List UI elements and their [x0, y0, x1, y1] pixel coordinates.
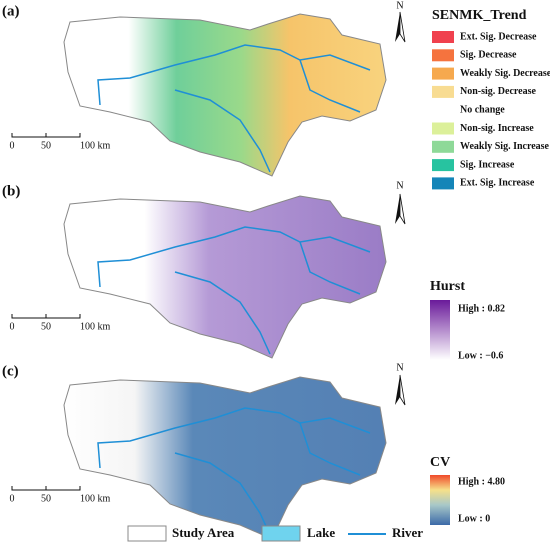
legend-label: Sig. Increase: [460, 159, 515, 170]
scale-bars: 0 50 100 km 0 50 100 km 0 50 100 km: [10, 133, 111, 504]
panel-label: (c): [2, 363, 19, 379]
legend-swatch: [432, 49, 454, 62]
scale-label: 50: [41, 140, 51, 151]
legend-label: Sig. Decrease: [460, 50, 517, 61]
panel-label: (b): [2, 183, 20, 199]
scale-label: 0: [10, 493, 15, 504]
legend-swatch: [432, 104, 454, 117]
ramp-high: High : 0.82: [458, 303, 505, 314]
legend-swatch: [432, 85, 454, 98]
scale-label: 0: [10, 321, 15, 332]
scale-label: 100 km: [80, 140, 111, 151]
north-label: N: [396, 180, 403, 191]
legend-swatch: [432, 67, 454, 80]
legend-swatch: [432, 140, 454, 153]
panel-label: (a): [2, 3, 20, 19]
color-ramp: [430, 300, 450, 360]
legend-label: Weakly Sig. Increase: [460, 141, 550, 152]
trend-legend: Ext. Sig. Decrease Sig. Decrease Weakly Si…: [432, 31, 550, 190]
legend-swatch: [432, 177, 454, 190]
legend-label: Non-sig. Increase: [460, 123, 534, 134]
legend-label: Non-sig. Decrease: [460, 86, 536, 97]
lake-swatch: [261, 525, 301, 542]
legend-entry: River: [392, 525, 423, 540]
ramp-low: Low : 0: [458, 513, 490, 524]
legend-entry: Lake: [307, 525, 335, 540]
color-ramp: [430, 475, 450, 525]
ramp-high: High : 4.80: [458, 476, 505, 487]
legend-swatch: [432, 159, 454, 172]
legend-label: Ext. Sig. Increase: [460, 178, 535, 189]
scale-label: 50: [41, 321, 51, 332]
panel-b: [63, 193, 406, 359]
legend-entry: Study Area: [172, 525, 235, 540]
panel-c: [63, 374, 406, 540]
panel-a: [63, 11, 406, 177]
legend-label: No change: [460, 104, 505, 115]
ramp-low: Low : −0.6: [458, 350, 503, 361]
north-label: N: [396, 0, 403, 11]
legend-label: Weakly Sig. Decrease: [460, 68, 550, 79]
legend-title: CV: [430, 455, 450, 470]
legend-label: Ext. Sig. Decrease: [460, 31, 537, 42]
north-label: N: [396, 362, 403, 373]
scale-label: 100 km: [80, 321, 111, 332]
study-area-swatch: [127, 525, 167, 542]
scale-label: 50: [41, 493, 51, 504]
scale-label: 100 km: [80, 493, 111, 504]
legend-swatch: [432, 122, 454, 135]
legend-title: SENMK_Trend: [432, 8, 527, 23]
scale-label: 0: [10, 140, 15, 151]
legend-swatch: [432, 31, 454, 43]
legend-title: Hurst: [430, 279, 465, 294]
